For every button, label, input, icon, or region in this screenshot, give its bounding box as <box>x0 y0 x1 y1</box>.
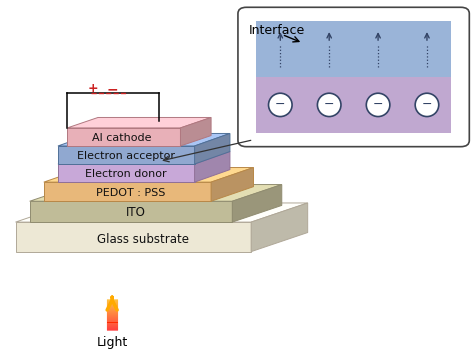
Polygon shape <box>256 20 451 77</box>
Polygon shape <box>30 185 282 201</box>
Polygon shape <box>195 133 230 164</box>
Polygon shape <box>58 164 195 182</box>
Text: ITO: ITO <box>126 206 146 219</box>
Polygon shape <box>67 128 181 146</box>
Polygon shape <box>58 151 230 164</box>
Ellipse shape <box>318 93 341 116</box>
Text: Electron acceptor: Electron acceptor <box>77 151 175 161</box>
Text: Al cathode: Al cathode <box>92 133 151 143</box>
Polygon shape <box>44 168 254 182</box>
Polygon shape <box>211 168 254 201</box>
Polygon shape <box>251 203 308 252</box>
Text: +: + <box>88 83 99 95</box>
Text: −: − <box>275 98 285 112</box>
Polygon shape <box>30 201 232 222</box>
Text: −: − <box>106 82 118 96</box>
Polygon shape <box>181 118 211 146</box>
Text: Interface: Interface <box>249 24 305 37</box>
Polygon shape <box>256 77 451 133</box>
Polygon shape <box>44 182 211 201</box>
FancyBboxPatch shape <box>238 7 469 146</box>
Polygon shape <box>232 185 282 222</box>
Polygon shape <box>67 118 211 128</box>
Polygon shape <box>16 222 251 252</box>
Text: Glass substrate: Glass substrate <box>97 233 189 246</box>
Text: −: − <box>373 98 383 112</box>
Text: Light: Light <box>97 336 128 349</box>
Text: Electron donor: Electron donor <box>85 169 167 179</box>
Polygon shape <box>58 133 230 146</box>
Polygon shape <box>195 151 230 182</box>
Ellipse shape <box>415 93 439 116</box>
Polygon shape <box>58 146 195 164</box>
Ellipse shape <box>366 93 390 116</box>
Ellipse shape <box>268 93 292 116</box>
Text: PEDOT : PSS: PEDOT : PSS <box>96 187 165 198</box>
Text: −: − <box>422 98 432 112</box>
Text: −: − <box>324 98 335 112</box>
Polygon shape <box>16 203 308 222</box>
